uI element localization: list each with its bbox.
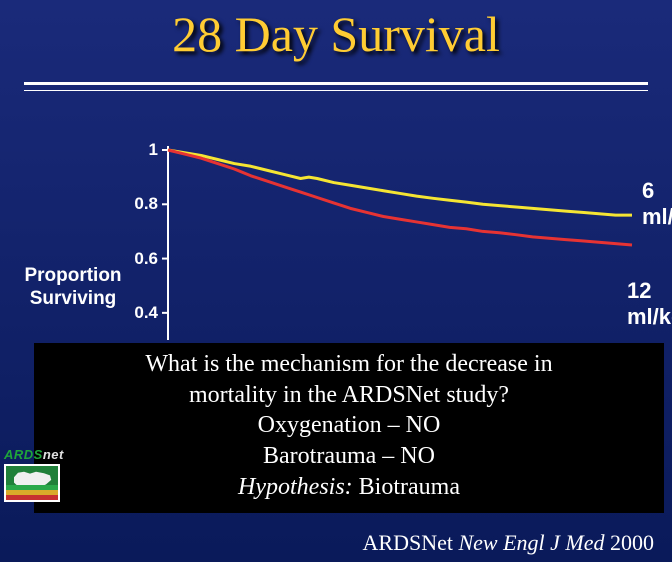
survival-chart: 0.40.60.81 6 ml/kg12 ml/kg (132, 140, 662, 350)
y-axis-label-line1: Proportion (24, 265, 121, 286)
ardsnet-logo: ARDSnet (4, 447, 60, 502)
y-tick-label: 1 (128, 140, 158, 160)
series-label: 6 ml/kg (642, 178, 672, 230)
chart-svg (132, 140, 662, 350)
overlay-q2: mortality in the ARDSNet study? (44, 380, 654, 411)
overlay-line2: Barotrauma – NO (44, 441, 654, 472)
citation-org: ARDSNet (363, 530, 459, 555)
citation: ARDSNet New Engl J Med 2000 (363, 530, 654, 556)
divider-thin (24, 90, 648, 91)
logo-badge (4, 464, 60, 502)
hypothesis-label: Hypothesis: (238, 474, 353, 500)
y-axis-label: Proportion Surviving (18, 265, 128, 311)
slide-title: 28 Day Survival (0, 5, 672, 63)
overlay-q1: What is the mechanism for the decrease i… (44, 349, 654, 380)
question-overlay: What is the mechanism for the decrease i… (34, 343, 664, 513)
logo-text: ARDSnet (4, 447, 60, 462)
overlay-line1: Oxygenation – NO (44, 410, 654, 441)
citation-journal: New Engl J Med (458, 530, 610, 555)
hypothesis-value: Biotrauma (353, 474, 460, 500)
y-tick-label: 0.8 (128, 194, 158, 214)
citation-year: 2000 (610, 530, 654, 555)
y-tick-label: 0.6 (128, 249, 158, 269)
y-tick-label: 0.4 (128, 303, 158, 323)
series-label: 12 ml/kg (627, 278, 672, 330)
y-axis-label-line2: Surviving (30, 288, 117, 309)
divider-thick (24, 82, 648, 85)
slide: 28 Day Survival Proportion Surviving 0.4… (0, 0, 672, 562)
overlay-hypothesis: Hypothesis: Biotrauma (44, 472, 654, 503)
